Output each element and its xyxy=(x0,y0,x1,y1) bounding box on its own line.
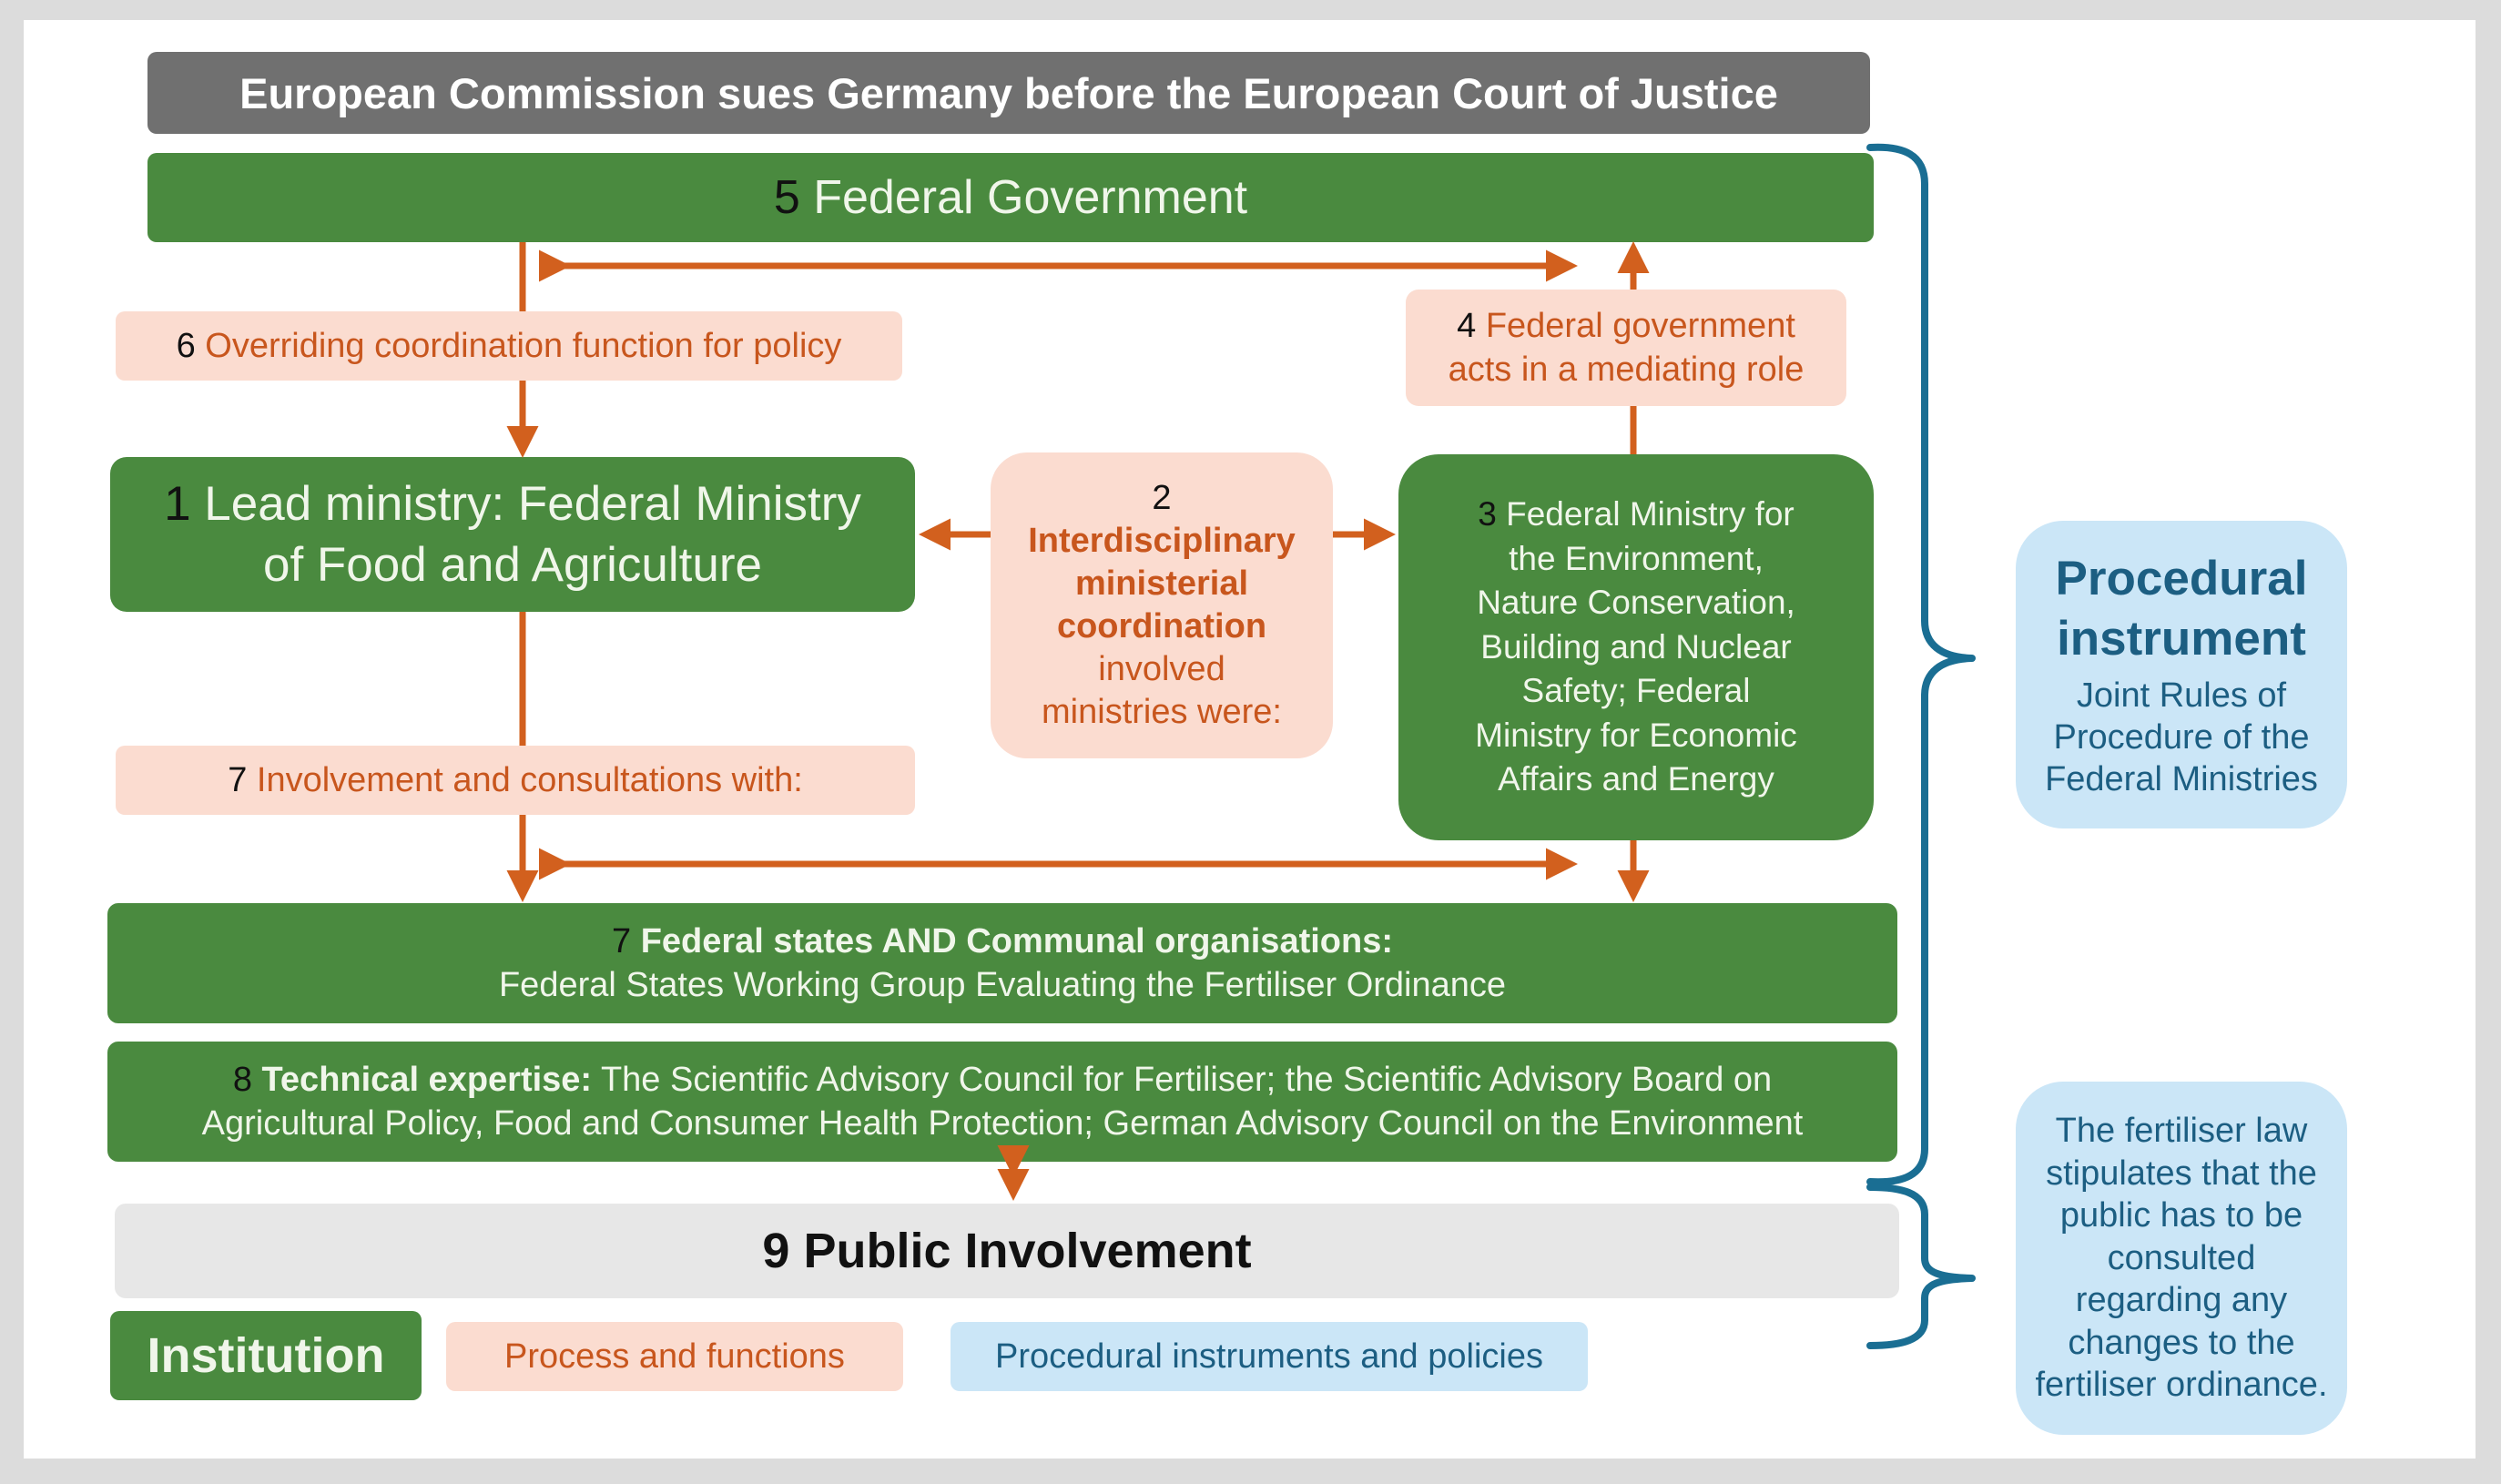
federal-government-text: Federal Government xyxy=(813,171,1248,224)
environment-ministry-text1: Federal Ministry for xyxy=(1506,495,1794,534)
federal-states-line2: Federal States Working Group Evaluating … xyxy=(498,966,1507,1004)
environment-ministry-line3: Nature Conservation, xyxy=(1477,584,1795,622)
lead-ministry-text1: Lead ministry: Federal Ministry xyxy=(204,477,861,531)
legend-policies: Procedural instruments and policies xyxy=(951,1322,1588,1391)
mediating-role-line1: 4 Federal government xyxy=(1457,304,1795,348)
box-number: 9 xyxy=(762,1224,790,1278)
fertiliser-law-box: The fertiliser law stipulates that the p… xyxy=(2016,1082,2347,1435)
diagram-page: European Commission sues Germany before … xyxy=(24,20,2476,1459)
fertiliser-law-line1: The fertiliser law xyxy=(2055,1112,2308,1151)
federal-government-box: 5 Federal Government xyxy=(147,153,1874,242)
involvement-consultations-label: 7 Involvement and consultations with: xyxy=(228,761,803,800)
federal-government-label: 5 Federal Government xyxy=(774,170,1247,225)
box-number: 4 xyxy=(1457,307,1477,345)
coordination-bold-line1: Interdisciplinary xyxy=(1028,522,1296,560)
coordination-function-label: 6 Overriding coordination function for p… xyxy=(177,327,842,366)
environment-ministry-box: 3 Federal Ministry for the Environment, … xyxy=(1398,454,1874,840)
procedural-instrument-head1: Procedural xyxy=(2055,552,2308,605)
box-number: 8 xyxy=(232,1061,252,1099)
technical-expertise-text1: The Scientific Advisory Council for Fert… xyxy=(592,1061,1773,1099)
procedural-instrument-head2: instrument xyxy=(2057,612,2306,666)
environment-ministry-line7: Affairs and Energy xyxy=(1498,760,1774,798)
mediating-role-line2: acts in a mediating role xyxy=(1448,351,1805,389)
interdisciplinary-coordination-box: 2 Interdisciplinary ministerial coordina… xyxy=(991,452,1333,758)
coordination-function-box: 6 Overriding coordination function for p… xyxy=(116,311,902,381)
box-number: 3 xyxy=(1478,495,1497,534)
legend-institution: Institution xyxy=(110,1311,422,1400)
environment-ministry-line6: Ministry for Economic xyxy=(1475,716,1797,754)
legend-institution-label: Institution xyxy=(147,1328,385,1383)
environment-ministry-line5: Safety; Federal xyxy=(1521,672,1751,710)
mediating-role-box: 4 Federal government acts in a mediating… xyxy=(1406,290,1846,406)
lead-ministry-line2: of Food and Agriculture xyxy=(262,538,762,592)
box-number: 5 xyxy=(773,171,800,224)
lead-ministry-box: 1 Lead ministry: Federal Ministry of Foo… xyxy=(110,457,915,612)
box-number: 2 xyxy=(1152,479,1172,517)
title-bar: European Commission sues Germany before … xyxy=(147,52,1870,134)
public-involvement-label: 9 Public Involvement xyxy=(762,1223,1251,1279)
coordination-function-text: Overriding coordination function for pol… xyxy=(205,326,842,365)
procedural-instrument-sub2: Procedure of the xyxy=(2053,718,2310,757)
legend-process-label: Process and functions xyxy=(504,1337,845,1376)
federal-states-line1: 7 Federal states AND Communal organisati… xyxy=(612,920,1393,963)
procedural-instrument-sub3: Federal Ministries xyxy=(2045,760,2318,798)
involvement-consultations-box: 7 Involvement and consultations with: xyxy=(116,746,915,815)
connectors-layer xyxy=(506,143,1976,1349)
procedural-instrument-sub1: Joint Rules of xyxy=(2076,676,2287,715)
fertiliser-law-line5: regarding any xyxy=(2075,1281,2288,1320)
legend-process: Process and functions xyxy=(446,1322,903,1391)
fertiliser-law-line4: consulted xyxy=(2107,1238,2256,1277)
fertiliser-law-line6: changes to the xyxy=(2068,1323,2295,1362)
legend-policies-label: Procedural instruments and policies xyxy=(995,1337,1543,1376)
involvement-consultations-text: Involvement and consultations with: xyxy=(256,760,803,799)
technical-expertise-bold: Technical expertise: xyxy=(261,1061,593,1099)
procedural-instrument-box: Procedural instrument Joint Rules of Pro… xyxy=(2016,521,2347,828)
mediating-role-text1: Federal government xyxy=(1485,307,1795,345)
environment-ministry-line1: 3 Federal Ministry for xyxy=(1478,493,1794,537)
box-number: 7 xyxy=(611,922,632,961)
public-involvement-text: Public Involvement xyxy=(803,1224,1252,1278)
technical-expertise-box: 8 Technical expertise: The Scientific Ad… xyxy=(107,1042,1897,1162)
brace-fertiliser-law xyxy=(1866,1184,1976,1349)
coordination-bold-line2: ministerial xyxy=(1074,564,1249,603)
environment-ministry-line4: Building and Nuclear xyxy=(1480,627,1792,666)
federal-states-box: 7 Federal states AND Communal organisati… xyxy=(107,903,1897,1023)
box-number: 1 xyxy=(164,477,191,531)
box-number: 7 xyxy=(228,760,248,799)
lead-ministry-line1: 1 Lead ministry: Federal Ministry xyxy=(164,473,861,534)
coordination-line4: involved xyxy=(1098,650,1225,688)
fertiliser-law-line7: fertiliser ordinance. xyxy=(2035,1366,2328,1405)
public-involvement-box: 9 Public Involvement xyxy=(115,1204,1899,1298)
coordination-line5: ministries were: xyxy=(1042,693,1282,731)
fertiliser-law-line3: public has to be xyxy=(2059,1196,2303,1235)
brace-procedural-instrument xyxy=(1866,143,1976,1186)
title-text: European Commission sues Germany before … xyxy=(239,68,1778,117)
technical-expertise-line2: Agricultural Policy, Food and Consumer H… xyxy=(201,1104,1804,1143)
box-number: 6 xyxy=(176,326,196,365)
federal-states-bold: Federal states AND Communal organisation… xyxy=(640,922,1394,961)
coordination-bold-line3: coordination xyxy=(1056,607,1267,645)
fertiliser-law-line2: stipulates that the xyxy=(2046,1154,2317,1193)
technical-expertise-line1: 8 Technical expertise: The Scientific Ad… xyxy=(233,1058,1772,1102)
environment-ministry-line2: the Environment, xyxy=(1509,539,1764,577)
